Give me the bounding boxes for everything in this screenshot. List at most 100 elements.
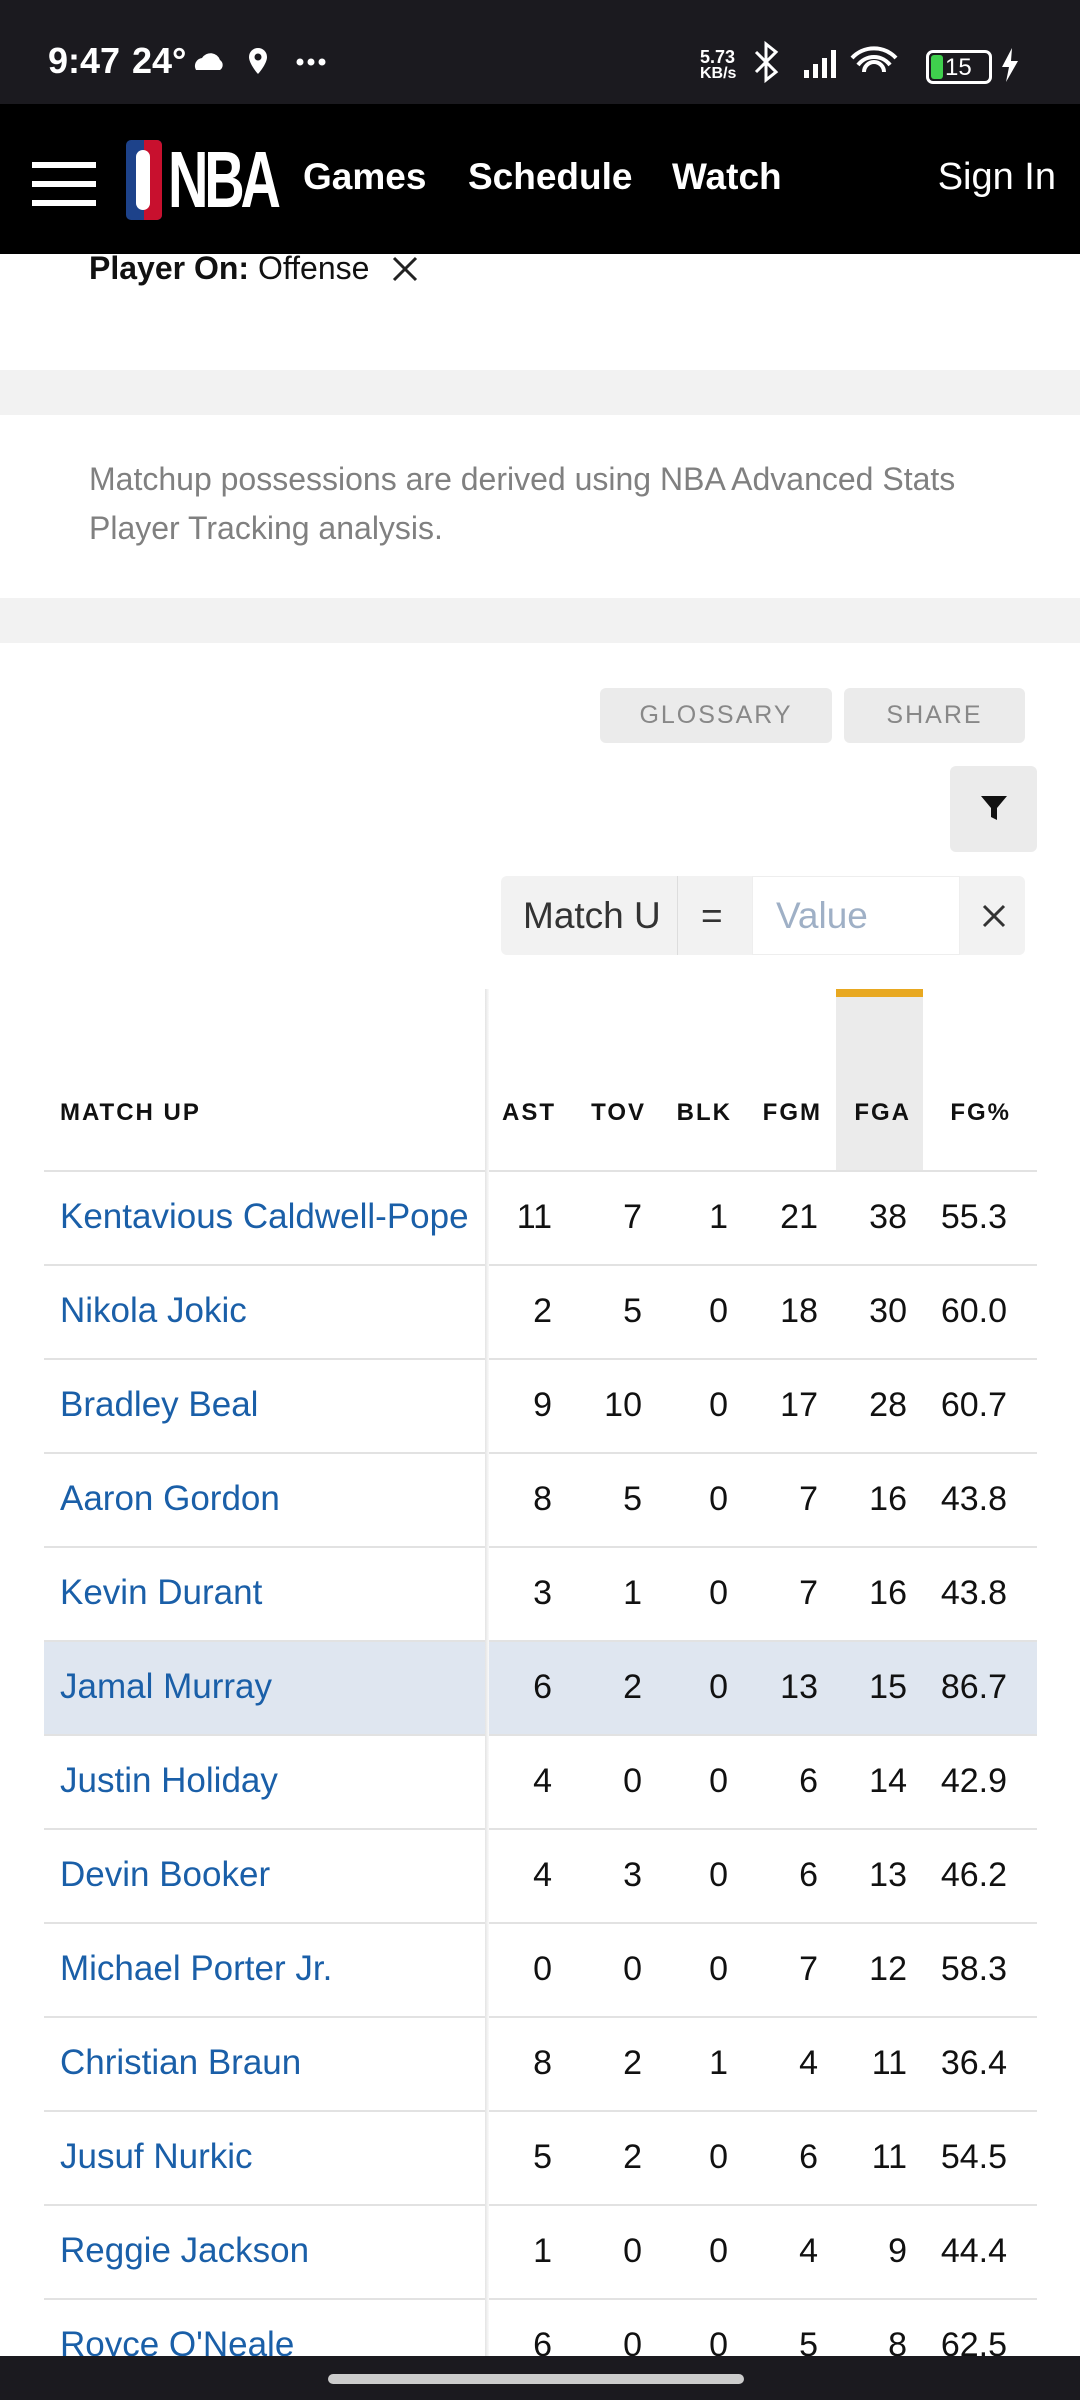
share-button[interactable]: SHARE xyxy=(844,688,1025,743)
stat-cell: 13 xyxy=(780,1668,818,1706)
stat-cell: 0 xyxy=(709,2138,728,2176)
stat-cell: 9 xyxy=(533,1386,552,1424)
row-divider xyxy=(44,1922,1037,1924)
player-name[interactable]: Nikola Jokic xyxy=(60,1291,247,1330)
row-divider xyxy=(44,1452,1037,1454)
filter-label: Player On: Offense xyxy=(89,250,418,287)
filter-field[interactable]: Match U xyxy=(523,895,661,936)
player-name[interactable]: Kevin Durant xyxy=(60,1573,263,1612)
signal-icons xyxy=(754,40,898,84)
stat-cell: 0 xyxy=(709,1762,728,1800)
stat-cell: 17 xyxy=(780,1386,818,1424)
stat-cell: 7 xyxy=(799,1480,818,1518)
row-divider xyxy=(44,1546,1037,1548)
column-header: AST xyxy=(502,1099,556,1126)
row-divider xyxy=(44,2110,1037,2112)
nav-link[interactable]: Games xyxy=(303,156,427,197)
sign-in[interactable]: Sign In xyxy=(937,156,1056,198)
stat-cell: 9 xyxy=(888,2232,907,2270)
stat-cell: 6 xyxy=(533,1668,552,1706)
row-divider xyxy=(44,1734,1037,1736)
stat-cell: 1 xyxy=(623,1574,642,1612)
stat-cell: 13 xyxy=(869,1856,907,1894)
filter-input[interactable]: Value xyxy=(776,895,868,936)
player-name[interactable]: Reggie Jackson xyxy=(60,2231,310,2270)
time: 9:47 xyxy=(48,40,121,81)
stat-cell: 14 xyxy=(869,1762,907,1800)
sort-column-bg xyxy=(836,989,923,1170)
column-shadow xyxy=(485,989,489,2356)
stat-cell: 7 xyxy=(799,1950,818,1988)
stat-cell: 42.9 xyxy=(940,1762,1007,1800)
stat-cell: 11 xyxy=(871,2138,907,2176)
stat-cell: 2 xyxy=(533,1292,552,1330)
stat-cell: 3 xyxy=(623,1856,642,1894)
separator xyxy=(0,370,1080,415)
row-divider xyxy=(44,2204,1037,2206)
stat-cell: 1 xyxy=(533,2232,552,2270)
status-icons xyxy=(194,48,326,74)
row-divider xyxy=(44,1358,1037,1360)
stat-cell: 0 xyxy=(709,1574,728,1612)
column-header: BLK xyxy=(676,1099,732,1126)
row-divider xyxy=(44,1264,1037,1266)
stat-cell: 8 xyxy=(533,2044,552,2082)
stat-cell: 12 xyxy=(869,1950,907,1988)
stat-cell: 15 xyxy=(869,1668,907,1706)
stat-cell: 0 xyxy=(533,1950,552,1988)
player-name[interactable]: Royce O'Neale xyxy=(60,2325,295,2356)
stat-cell: 38 xyxy=(869,1198,907,1236)
stat-cell: 5 xyxy=(623,1480,642,1518)
column-header: MATCH UP xyxy=(60,1099,201,1126)
player-name[interactable]: Jusuf Nurkic xyxy=(60,2137,253,2176)
row-divider xyxy=(44,1170,1037,1172)
table: MATCH UP AST TOV BLK FGM FGA FG% Kentavious Cal… xyxy=(44,989,1037,2356)
battery: 15 xyxy=(926,50,992,84)
temperature: 24° xyxy=(132,40,187,81)
stat-cell: 3 xyxy=(533,1574,552,1612)
stat-cell: 0 xyxy=(623,2326,642,2356)
player-name[interactable]: Bradley Beal xyxy=(60,1385,259,1424)
stat-cell: 0 xyxy=(623,2232,642,2270)
stat-cell: 0 xyxy=(709,1856,728,1894)
filter-operator[interactable]: = xyxy=(701,895,723,936)
player-name[interactable]: Aaron Gordon xyxy=(60,1479,280,1518)
column-header: FGM xyxy=(762,1099,822,1126)
player-name[interactable]: Jamal Murray xyxy=(60,1667,272,1706)
player-name[interactable]: Justin Holiday xyxy=(60,1761,278,1800)
stat-cell: 7 xyxy=(623,1198,642,1236)
stat-cell: 4 xyxy=(799,2232,818,2270)
filter-button[interactable] xyxy=(950,766,1037,852)
sort-indicator xyxy=(836,989,923,997)
menu-icon[interactable] xyxy=(32,162,96,206)
stat-cell: 5 xyxy=(799,2326,818,2356)
player-name[interactable]: Christian Braun xyxy=(60,2043,302,2082)
row-divider xyxy=(44,1640,1037,1642)
stat-cell: 36.4 xyxy=(940,2044,1007,2082)
charging xyxy=(1002,48,1018,82)
stat-cell: 21 xyxy=(780,1198,818,1236)
nav-link[interactable]: Schedule xyxy=(468,156,633,197)
logo[interactable]: NBA xyxy=(168,135,281,224)
player-name[interactable]: Michael Porter Jr. xyxy=(60,1949,333,1988)
player-name[interactable]: Kentavious Caldwell-Pope xyxy=(60,1197,469,1236)
stat-cell: 10 xyxy=(604,1386,642,1424)
remove-filter[interactable] xyxy=(392,256,418,282)
stat-cell: 6 xyxy=(799,2138,818,2176)
stat-cell: 58.3 xyxy=(940,1950,1007,1988)
player-name[interactable]: Devin Booker xyxy=(60,1855,271,1894)
gesture-bar xyxy=(0,2356,1080,2400)
stat-cell: 43.8 xyxy=(940,1480,1007,1518)
row-divider xyxy=(44,1828,1037,1830)
stat-cell: 86.7 xyxy=(940,1668,1007,1706)
glossary-button[interactable]: GLOSSARY xyxy=(600,688,832,743)
stat-cell: 8 xyxy=(888,2326,907,2356)
column-header: FGA xyxy=(854,1099,911,1126)
stat-cell: 54.5 xyxy=(940,2138,1007,2176)
stat-cell: 2 xyxy=(623,1668,642,1706)
nav-link[interactable]: Watch xyxy=(672,156,782,197)
clear-filter[interactable] xyxy=(982,904,1006,928)
stat-cell: 6 xyxy=(799,1762,818,1800)
column-header: FG% xyxy=(950,1099,1011,1126)
